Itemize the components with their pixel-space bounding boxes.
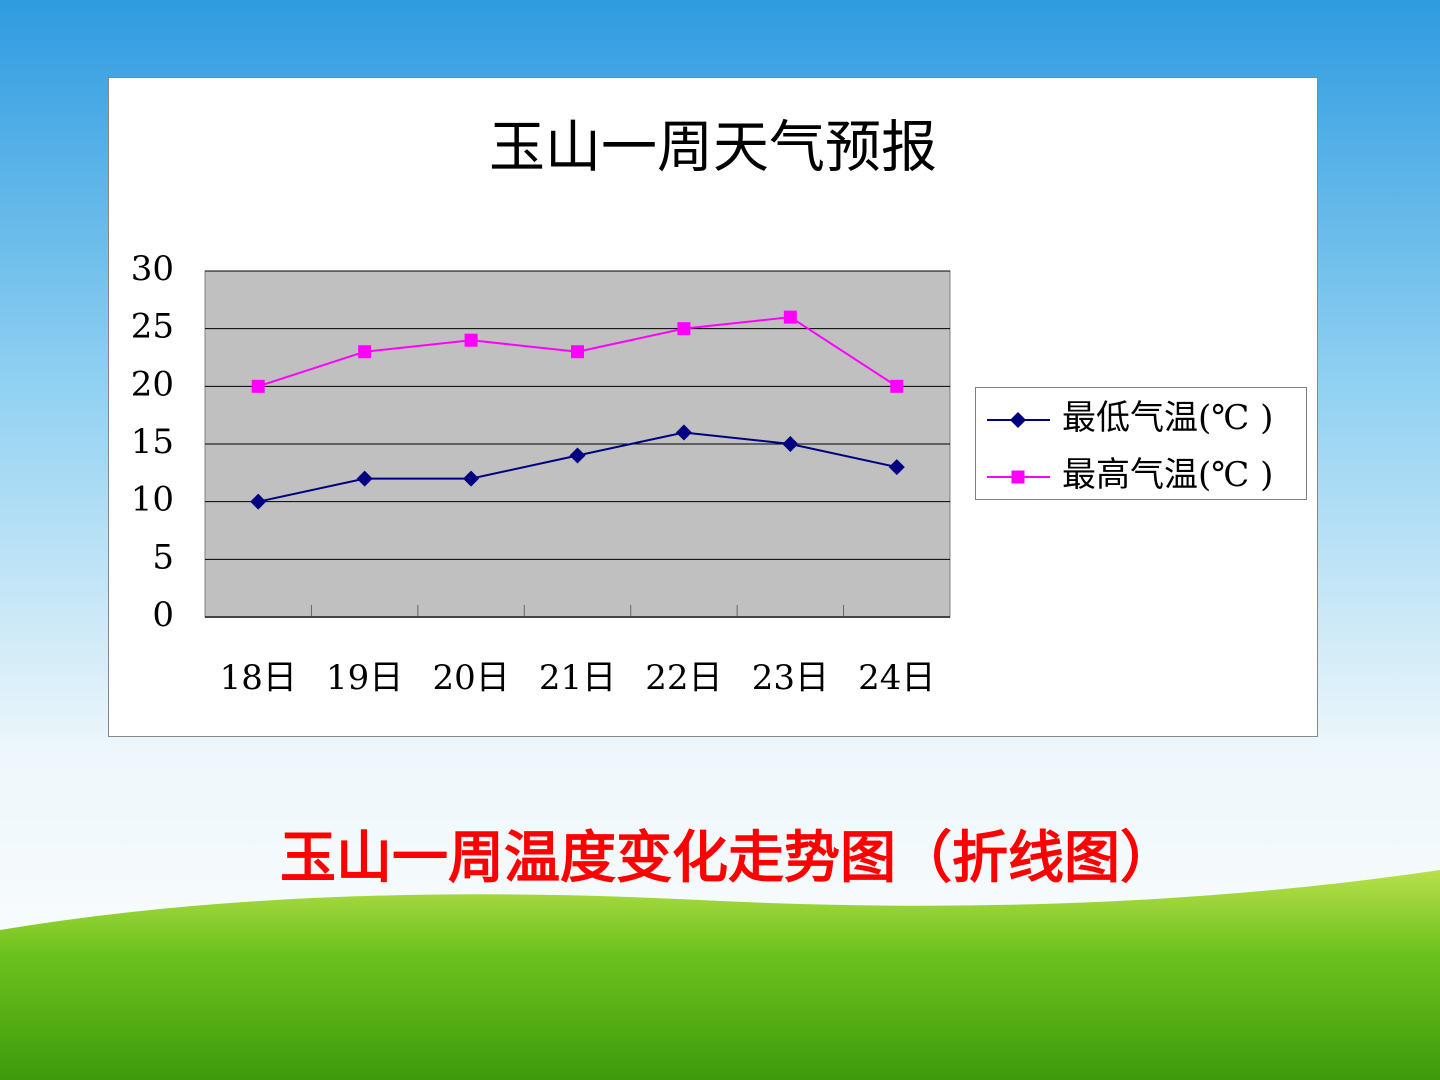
x-tick-label: 24日 [858, 658, 935, 698]
legend-label: 最高气温(℃ ) [1062, 455, 1273, 495]
y-tick-label: 30 [131, 249, 174, 289]
x-tick-label: 23日 [752, 658, 829, 698]
x-tick-label: 20日 [432, 658, 509, 698]
legend-marker [1010, 412, 1026, 428]
data-point [250, 493, 267, 510]
data-point [890, 379, 904, 393]
legend-box [975, 387, 1307, 500]
y-tick-label: 20 [131, 364, 174, 404]
grass-background [0, 870, 1440, 1080]
y-tick-label: 25 [131, 307, 174, 347]
legend-marker [1011, 470, 1025, 484]
data-point [782, 436, 799, 452]
data-point [569, 447, 586, 464]
chart-title: 玉山一周天气预报 [489, 116, 937, 181]
data-point [677, 322, 691, 336]
data-point [571, 345, 584, 359]
data-point [464, 333, 478, 347]
y-tick-label: 15 [131, 422, 174, 462]
x-tick-label: 18日 [220, 658, 297, 698]
y-tick-label: 0 [152, 595, 174, 635]
x-tick-label: 21日 [539, 658, 616, 698]
y-tick-label: 5 [152, 537, 174, 577]
data-point [356, 470, 373, 487]
x-tick-label: 22日 [645, 658, 722, 698]
data-point [463, 470, 480, 487]
plot: 0 5 10 15 20 25 30 18日 19日 20日 21日 22日 23日 24日 最低气温(℃ … [131, 249, 1274, 698]
data-point [888, 459, 905, 476]
data-point [358, 345, 372, 359]
x-tick-label: 19日 [326, 658, 403, 698]
legend-label: 最低气温(℃ ) [1062, 398, 1273, 438]
data-point [675, 424, 692, 441]
data-point [251, 379, 265, 393]
slide-caption: 玉山一周温度变化走势图（折线图） [280, 826, 1176, 891]
data-point [783, 310, 797, 324]
y-tick-label: 10 [131, 480, 174, 520]
